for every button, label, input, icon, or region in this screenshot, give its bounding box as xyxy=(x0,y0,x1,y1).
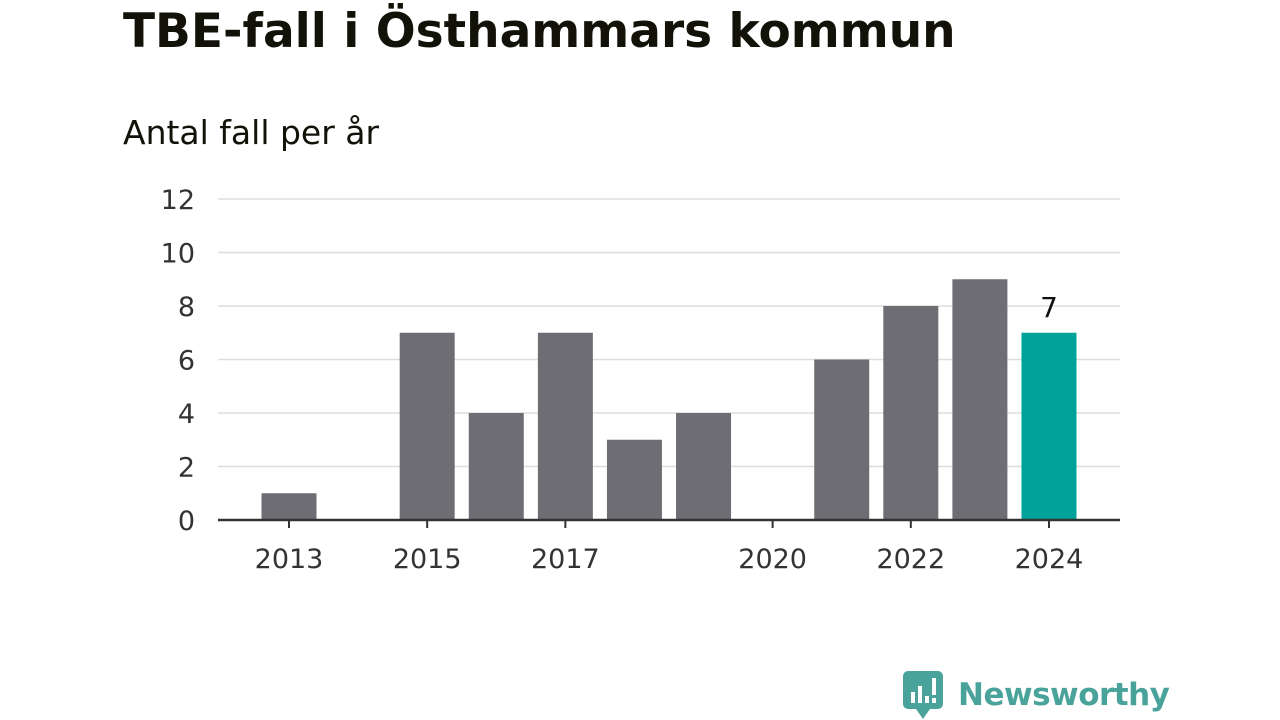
y-tick-label: 8 xyxy=(178,292,195,323)
bar-2015 xyxy=(399,332,455,520)
x-tick-label: 2017 xyxy=(531,544,600,575)
brand-name: Newsworthy xyxy=(958,677,1170,713)
bar-2016 xyxy=(468,413,524,520)
data-label: 7 xyxy=(1040,291,1058,324)
x-tick-label: 2013 xyxy=(255,544,324,575)
bar-2021 xyxy=(814,359,870,520)
newsworthy-logo-icon xyxy=(903,671,943,719)
bar-2013 xyxy=(261,493,317,520)
x-tick-label: 2024 xyxy=(1015,544,1084,575)
y-tick-label: 4 xyxy=(178,399,195,430)
bar-2017 xyxy=(537,332,593,520)
y-tick-label: 0 xyxy=(178,506,195,537)
y-tick-label: 10 xyxy=(161,239,195,270)
y-tick-label: 12 xyxy=(161,185,195,216)
bar-2018 xyxy=(606,439,662,520)
y-tick-label: 6 xyxy=(178,346,195,377)
chart-subtitle: Antal fall per år xyxy=(123,113,380,152)
brand-logo: Newsworthy xyxy=(902,670,1170,720)
bar-2023 xyxy=(952,279,1008,520)
y-tick-label: 2 xyxy=(178,453,195,484)
x-tick-label: 2015 xyxy=(393,544,462,575)
x-tick-label: 2022 xyxy=(876,544,945,575)
x-tick-label: 2020 xyxy=(738,544,807,575)
chart-title: TBE-fall i Östhammars kommun xyxy=(123,4,956,59)
bar-2024 xyxy=(1021,332,1077,520)
bar-2019 xyxy=(676,413,732,520)
bar-chart: 0 2 4 6 8 10 12 2013 2015 2017 2020 2022 2024 7 xyxy=(161,185,1120,575)
bar-2022 xyxy=(883,306,939,520)
